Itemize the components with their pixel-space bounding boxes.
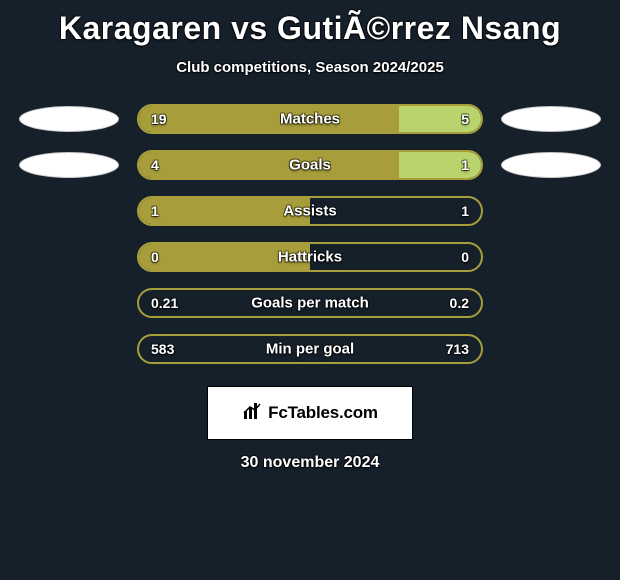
- left-spacer: [19, 336, 119, 362]
- left-team-ellipse: [19, 106, 119, 132]
- stat-value-right: 0.2: [450, 295, 469, 311]
- stat-bar: Hattricks00: [137, 242, 483, 272]
- left-team-ellipse: [19, 152, 119, 178]
- stat-bar-fill-right: [399, 106, 481, 132]
- stat-value-right: 1: [461, 203, 469, 219]
- stat-row: Matches195: [0, 104, 620, 134]
- stat-bar: Goals41: [137, 150, 483, 180]
- stat-bar: Goals per match0.21 0.2: [137, 288, 483, 318]
- left-spacer: [19, 198, 119, 224]
- stat-value-right: 0: [461, 249, 469, 265]
- stat-bar: Assists11: [137, 196, 483, 226]
- page-title: Karagaren vs GutiÃ©rrez Nsang: [0, 0, 620, 47]
- stat-row: Assists11: [0, 196, 620, 226]
- stat-row: Min per goal583 713: [0, 334, 620, 364]
- right-team-ellipse: [501, 152, 601, 178]
- stat-row: Hattricks00: [0, 242, 620, 272]
- stat-label: Goals per match: [139, 295, 481, 312]
- stat-bar-fill-left: [139, 106, 399, 132]
- left-spacer: [19, 290, 119, 316]
- stat-bar-fill-left: [139, 198, 310, 224]
- right-team-ellipse: [501, 106, 601, 132]
- right-spacer: [501, 198, 601, 224]
- right-spacer: [501, 290, 601, 316]
- date-label: 30 november 2024: [0, 454, 620, 472]
- left-spacer: [19, 244, 119, 270]
- stat-value-left: 0.21: [151, 295, 178, 311]
- stat-bar-fill-left: [139, 152, 399, 178]
- stat-row: Goals41: [0, 150, 620, 180]
- stat-value-right: 713: [446, 341, 469, 357]
- right-spacer: [501, 336, 601, 362]
- comparison-infographic: Karagaren vs GutiÃ©rrez Nsang Club compe…: [0, 0, 620, 580]
- stat-chart: Matches195 Goals41 Assists11 Hattricks00 Goa…: [0, 104, 620, 364]
- stat-row: Goals per match0.21 0.2: [0, 288, 620, 318]
- brand-text: FcTables.com: [268, 403, 378, 423]
- page-subtitle: Club competitions, Season 2024/2025: [0, 59, 620, 76]
- stat-bar-fill-left: [139, 244, 310, 270]
- stat-bar-fill-right: [399, 152, 481, 178]
- stat-bar: Matches195: [137, 104, 483, 134]
- stat-value-left: 583: [151, 341, 174, 357]
- stat-label: Min per goal: [139, 341, 481, 358]
- brand-icon: [242, 401, 262, 426]
- brand-box: FcTables.com: [207, 386, 413, 440]
- right-spacer: [501, 244, 601, 270]
- stat-bar: Min per goal583 713: [137, 334, 483, 364]
